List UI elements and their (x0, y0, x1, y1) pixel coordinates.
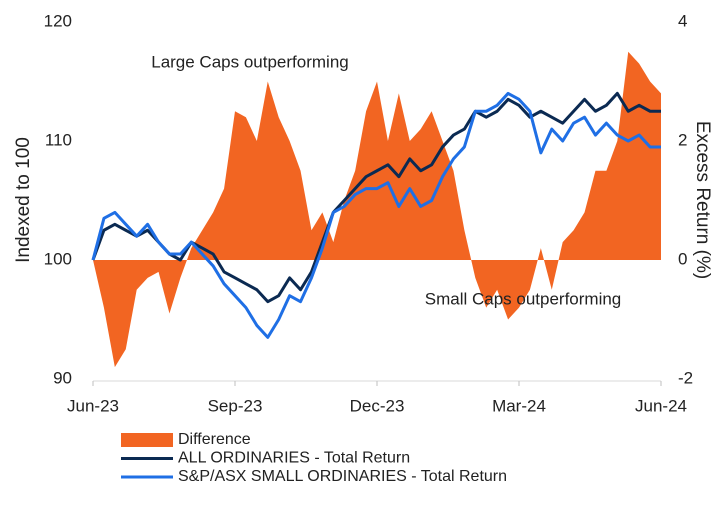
y2-tick-label: 2 (678, 130, 687, 149)
y-tick-label: 110 (45, 130, 72, 149)
annotation: Large Caps outperforming (151, 52, 349, 71)
x-tick-label: Jun-23 (67, 396, 119, 415)
x-tick-label: Mar-24 (492, 396, 546, 415)
x-tick-label: Dec-23 (350, 396, 405, 415)
y-tick-label: 120 (44, 11, 72, 30)
y-tick-label: 90 (53, 368, 72, 387)
y2-tick-label: 0 (678, 249, 687, 268)
legend-label: S&P/ASX SMALL ORDINARIES - Total Return (178, 468, 507, 485)
series-line (91, 91, 661, 339)
annotation: Small Caps outperforming (425, 289, 622, 308)
y-tick-label: 100 (44, 249, 72, 268)
y2-tick-label: -2 (678, 368, 693, 387)
x-tick-label: Sep-23 (208, 396, 263, 415)
legend-swatch (121, 433, 173, 447)
y2-tick-label: 4 (678, 11, 687, 30)
legend-label: Difference (178, 431, 251, 448)
legend-label: ALL ORDINARIES - Total Return (178, 450, 410, 467)
x-tick-label: Jun-24 (635, 396, 687, 415)
y-axis-label: Indexed to 100 (13, 137, 34, 263)
y2-axis-label: Excess Return (%) (692, 121, 713, 279)
difference-area (93, 51, 661, 368)
